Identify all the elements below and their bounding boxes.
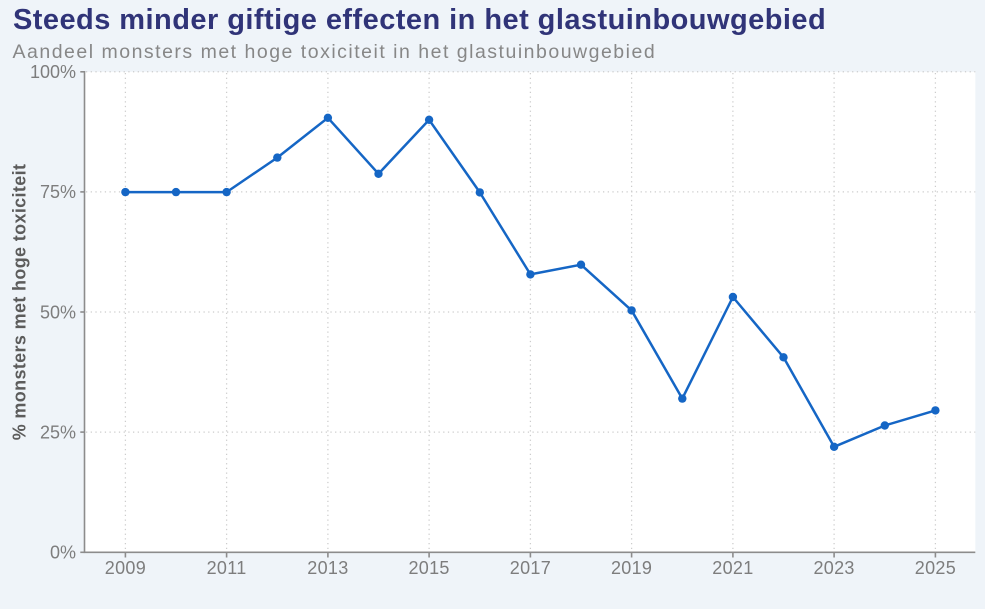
svg-text:2013: 2013: [307, 558, 348, 578]
svg-text:2019: 2019: [611, 558, 652, 578]
svg-text:2009: 2009: [105, 558, 146, 578]
svg-text:Aandeel monsters met hoge toxi: Aandeel monsters met hoge toxiciteit in …: [13, 41, 657, 63]
svg-text:50%: 50%: [40, 302, 76, 322]
svg-text:2023: 2023: [813, 558, 854, 578]
svg-text:75%: 75%: [40, 182, 76, 202]
svg-text:2025: 2025: [915, 558, 956, 578]
svg-text:% monsters met hoge toxiciteit: % monsters met hoge toxiciteit: [9, 164, 29, 441]
svg-text:2017: 2017: [510, 558, 551, 578]
svg-text:0%: 0%: [50, 543, 76, 563]
svg-text:100%: 100%: [30, 62, 76, 82]
svg-text:25%: 25%: [40, 422, 76, 442]
svg-text:2015: 2015: [408, 558, 449, 578]
svg-text:2011: 2011: [207, 558, 247, 578]
svg-text:Steeds minder giftige effecten: Steeds minder giftige effecten in het gl…: [13, 4, 826, 36]
svg-text:2021: 2021: [712, 558, 753, 578]
